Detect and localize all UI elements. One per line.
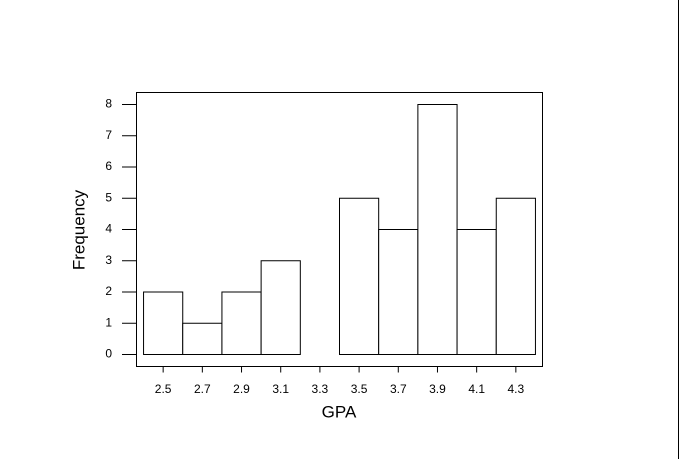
bar <box>495 197 536 355</box>
bar <box>378 229 419 355</box>
x-tick-label: 3.5 <box>351 382 368 396</box>
bar <box>221 291 262 355</box>
x-tick-label: 2.9 <box>233 382 250 396</box>
y-tick-label: 6 <box>105 159 112 173</box>
y-tick-label: 3 <box>105 253 112 267</box>
y-tick-label: 1 <box>105 315 112 329</box>
y-axis-label: Frequency <box>69 189 88 270</box>
bar <box>260 260 301 355</box>
x-tick-label: 4.3 <box>508 382 525 396</box>
y-tick-label: 8 <box>105 97 112 111</box>
bar <box>456 229 497 355</box>
bar <box>339 197 380 355</box>
y-tick-label: 0 <box>105 347 112 361</box>
bar <box>417 104 458 355</box>
x-axis-label: GPA <box>322 402 357 421</box>
y-tick-label: 5 <box>105 190 112 204</box>
x-tick-label: 2.7 <box>194 382 211 396</box>
bar <box>143 291 184 355</box>
y-tick-label: 2 <box>105 284 112 298</box>
x-tick-label: 3.1 <box>272 382 289 396</box>
y-tick-label: 7 <box>105 128 112 142</box>
y-tick-label: 4 <box>105 222 112 236</box>
x-tick-label: 3.3 <box>312 382 329 396</box>
bar <box>182 322 223 355</box>
x-tick-label: 3.9 <box>429 382 446 396</box>
x-tick-label: 3.7 <box>390 382 407 396</box>
x-tick-label: 4.1 <box>468 382 485 396</box>
x-tick-label: 2.5 <box>155 382 172 396</box>
